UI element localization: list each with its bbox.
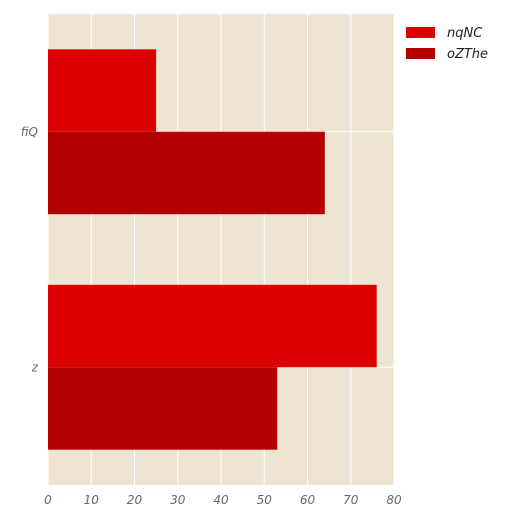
- x-tick-label: 80: [386, 493, 402, 507]
- legend-swatch-nqNC: [406, 27, 435, 38]
- bars: [48, 49, 377, 450]
- bar-oZThe-fiQ: [48, 131, 325, 215]
- bar-nqNC-fiQ: [48, 49, 157, 132]
- bar-nqNC-z: [48, 284, 377, 368]
- y-tick-label: z: [31, 360, 39, 374]
- legend-label-oZThe: oZThe: [447, 47, 488, 62]
- x-tick-label: 30: [170, 493, 186, 507]
- y-tick-label: fiQ: [21, 125, 38, 139]
- x-tick-label: 10: [84, 493, 100, 507]
- legend-label-nqNC: nqNC: [447, 26, 483, 41]
- x-tick-label: 40: [213, 493, 229, 507]
- x-tick-label: 50: [257, 493, 273, 507]
- legend-swatch-oZThe: [406, 48, 435, 59]
- legend: nqNC oZThe: [406, 26, 488, 62]
- bar-oZThe-z: [48, 367, 278, 450]
- x-tick-label: 70: [343, 493, 359, 507]
- x-tick-label: 0: [44, 493, 52, 507]
- x-tick-label: 60: [300, 493, 316, 507]
- x-tick-label: 20: [127, 493, 143, 507]
- x-axis-ticks: 0 10 20 30 40 50 60 70 80: [44, 493, 402, 507]
- y-axis-ticks: fiQ z: [21, 125, 39, 375]
